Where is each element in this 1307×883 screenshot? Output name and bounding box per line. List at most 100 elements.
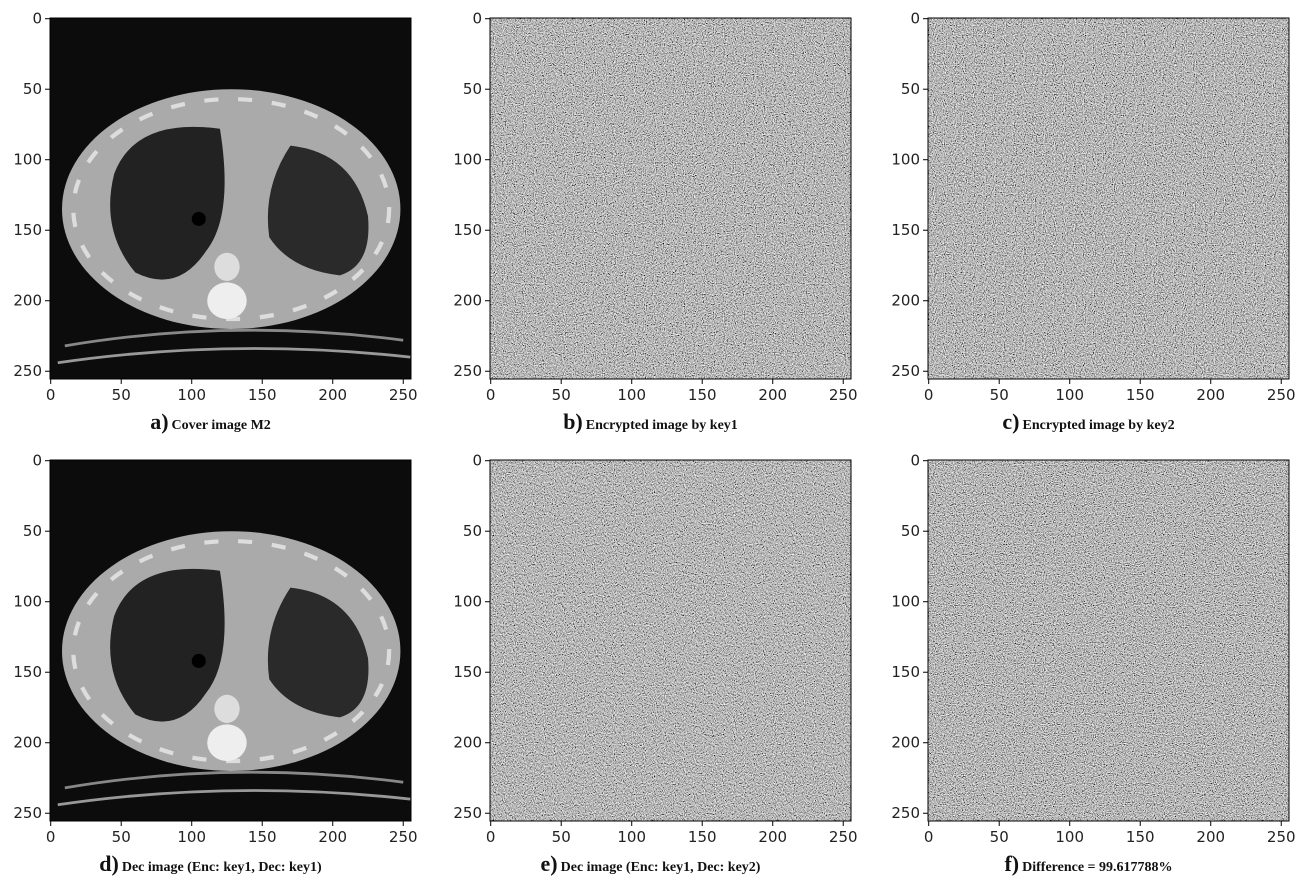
y-tick-label: 0 [472, 452, 482, 470]
caption-text: Encrypted image by key2 [1023, 418, 1175, 433]
y-tick-label: 250 [891, 362, 920, 380]
x-tick-label: 200 [318, 386, 347, 404]
caption-text: Encrypted image by key1 [586, 418, 738, 433]
caption: a) Cover image M2 [150, 409, 271, 434]
noise-image [490, 18, 851, 379]
panel: 0 0 50 50 100 100 150 150 200 200 250 250 d) Dec imag… [13, 452, 417, 876]
caption: e) Dec image (Enc: key1, Dec: key2) [541, 851, 761, 876]
frame [927, 459, 1290, 822]
caption: b) Encrypted image by key1 [563, 409, 738, 434]
x-tick-label: 200 [1196, 828, 1225, 846]
x-tick-label: 150 [1126, 386, 1155, 404]
y-tick-label: 200 [891, 734, 920, 752]
caption-text: Cover image M2 [172, 418, 271, 433]
caption-letter: c) [1002, 409, 1019, 434]
x-tick-label: 250 [829, 828, 858, 846]
x-tick-label: 100 [177, 386, 206, 404]
x-tick-label: 250 [1267, 828, 1296, 846]
y-tick-label: 50 [901, 80, 920, 98]
x-tick-label: 200 [1196, 386, 1225, 404]
panel: 0 0 50 50 100 100 150 150 200 200 250 250 f) Differen… [891, 452, 1295, 876]
y-tick-label: 150 [891, 663, 920, 681]
caption-letter: e) [541, 851, 558, 876]
y-tick-label: 0 [32, 452, 42, 470]
panel: 0 0 50 50 100 100 150 150 200 200 250 250 e) Dec imag… [453, 452, 857, 876]
y-tick-label: 100 [453, 151, 482, 169]
y-tick-label: 150 [13, 663, 42, 681]
x-tick-label: 150 [688, 828, 717, 846]
x-tick-label: 100 [177, 828, 206, 846]
x-tick-label: 50 [112, 386, 131, 404]
x-tick-label: 150 [688, 386, 717, 404]
frame [489, 17, 852, 380]
y-tick-label: 250 [13, 362, 42, 380]
x-tick-label: 250 [1267, 386, 1296, 404]
x-tick-label: 50 [552, 828, 571, 846]
y-tick-label: 100 [13, 593, 42, 611]
y-tick-label: 150 [13, 221, 42, 239]
frame [49, 459, 412, 822]
x-tick-label: 200 [318, 828, 347, 846]
x-tick-label: 100 [1055, 828, 1084, 846]
caption-letter: d) [99, 851, 119, 876]
frame [49, 17, 412, 380]
y-tick-label: 250 [453, 362, 482, 380]
caption: c) Encrypted image by key2 [1002, 409, 1174, 434]
y-tick-label: 0 [472, 10, 482, 28]
caption-letter: f) [1004, 851, 1019, 876]
noise-image [928, 460, 1289, 821]
x-tick-label: 200 [758, 386, 787, 404]
panel: 0 0 50 50 100 100 150 150 200 200 250 250 b) Encrypte… [453, 10, 857, 434]
frame [489, 459, 852, 822]
y-tick-label: 50 [23, 522, 42, 540]
y-tick-label: 50 [901, 522, 920, 540]
ct-image [50, 18, 411, 379]
y-tick-label: 150 [453, 663, 482, 681]
caption-text: Dec image (Enc: key1, Dec: key2) [561, 860, 761, 875]
x-tick-label: 100 [1055, 386, 1084, 404]
x-tick-label: 0 [486, 386, 496, 404]
x-tick-label: 0 [46, 828, 56, 846]
caption: d) Dec image (Enc: key1, Dec: key1) [99, 851, 322, 876]
x-tick-label: 250 [389, 386, 418, 404]
x-tick-label: 50 [112, 828, 131, 846]
y-tick-label: 50 [23, 80, 42, 98]
panel: 0 0 50 50 100 100 150 150 200 200 250 250 c) Encrypte… [891, 10, 1295, 434]
x-tick-label: 150 [1126, 828, 1155, 846]
y-tick-label: 250 [13, 804, 42, 822]
y-tick-label: 0 [32, 10, 42, 28]
y-tick-label: 200 [13, 734, 42, 752]
caption-letter: a) [150, 409, 168, 434]
y-tick-label: 150 [453, 221, 482, 239]
x-tick-label: 0 [486, 828, 496, 846]
x-tick-label: 150 [248, 828, 277, 846]
y-tick-label: 100 [891, 151, 920, 169]
x-tick-label: 0 [46, 386, 56, 404]
y-tick-label: 250 [891, 804, 920, 822]
y-tick-label: 100 [453, 593, 482, 611]
caption-letter: b) [563, 409, 583, 434]
x-tick-label: 0 [924, 828, 934, 846]
y-tick-label: 200 [13, 292, 42, 310]
x-tick-label: 150 [248, 386, 277, 404]
noise-image [928, 18, 1289, 379]
y-tick-label: 150 [891, 221, 920, 239]
x-tick-label: 100 [617, 386, 646, 404]
y-tick-label: 250 [453, 804, 482, 822]
x-tick-label: 50 [990, 386, 1009, 404]
x-tick-label: 100 [617, 828, 646, 846]
y-tick-label: 200 [453, 292, 482, 310]
noise-image [490, 460, 851, 821]
y-tick-label: 100 [13, 151, 42, 169]
x-tick-label: 0 [924, 386, 934, 404]
y-tick-label: 200 [453, 734, 482, 752]
x-tick-label: 50 [552, 386, 571, 404]
ct-image [50, 460, 411, 821]
x-tick-label: 200 [758, 828, 787, 846]
y-tick-label: 100 [891, 593, 920, 611]
y-tick-label: 0 [910, 10, 920, 28]
x-tick-label: 250 [829, 386, 858, 404]
y-tick-label: 200 [891, 292, 920, 310]
frame [927, 17, 1290, 380]
